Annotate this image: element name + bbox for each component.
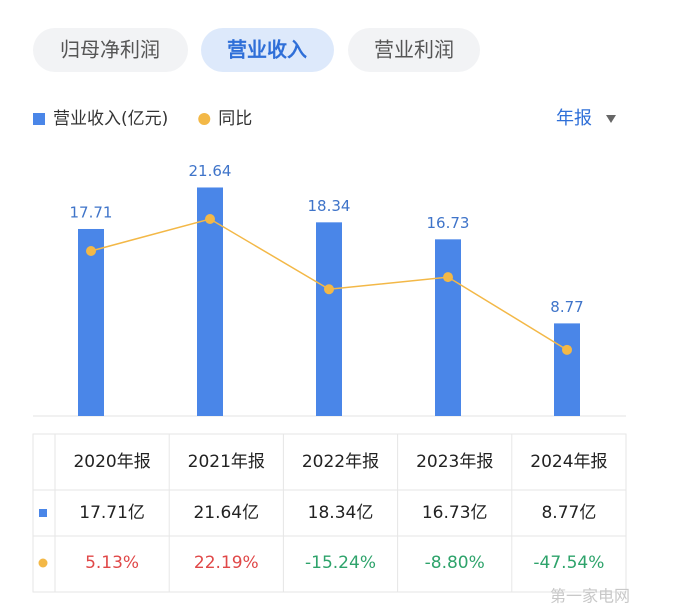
data-label: 16.73 — [427, 214, 470, 232]
table-cell: 8.77亿 — [541, 503, 596, 523]
point — [324, 284, 334, 295]
data-label: 21.64 — [189, 162, 232, 180]
bar — [197, 187, 223, 416]
column-header: 2020年报 — [73, 452, 150, 472]
table-cell: 16.73亿 — [422, 503, 488, 523]
table-cell: 18.34亿 — [308, 503, 374, 523]
point — [562, 344, 572, 355]
tab[interactable]: 归母净利润 — [60, 38, 160, 62]
row-icon — [39, 509, 47, 517]
dropdown-arrow[interactable] — [606, 115, 616, 123]
data-label: 17.71 — [70, 203, 113, 221]
bar — [435, 239, 461, 416]
bar — [316, 222, 342, 416]
column-header: 2023年报 — [416, 452, 493, 472]
bar — [554, 323, 580, 416]
legend-label: 同比 — [218, 109, 252, 129]
legend-label: 营业收入(亿元) — [53, 109, 168, 129]
point — [205, 214, 215, 225]
table-cell: 22.19% — [194, 553, 259, 573]
tab-bg[interactable] — [33, 28, 188, 72]
table-cell: -15.24% — [305, 553, 376, 573]
column-header: 2022年报 — [302, 452, 379, 472]
table-border — [32, 433, 627, 593]
tab[interactable]: 营业利润 — [374, 38, 454, 62]
table-cell: 17.71亿 — [79, 503, 145, 523]
tab-bg[interactable] — [348, 28, 480, 72]
bar — [78, 228, 104, 416]
point — [86, 246, 96, 257]
tab-bg-active[interactable] — [201, 28, 334, 72]
legend-swatch — [198, 113, 211, 125]
data-label: 18.34 — [308, 197, 351, 215]
tab[interactable]: 营业收入 — [227, 38, 307, 62]
column-header: 2021年报 — [188, 452, 265, 472]
legend-swatch — [33, 113, 45, 125]
table-cell: -47.54% — [533, 553, 604, 573]
watermark: 第一家电网 — [550, 587, 630, 606]
table-cell: 21.64亿 — [193, 503, 259, 523]
data-label: 8.77 — [550, 298, 583, 316]
table-cell: -8.80% — [425, 553, 485, 573]
column-header: 2024年报 — [530, 452, 607, 472]
row-icon — [38, 558, 48, 568]
point — [443, 272, 453, 283]
table-cell: 5.13% — [85, 553, 139, 573]
period-selector[interactable]: 年报 — [556, 108, 592, 129]
